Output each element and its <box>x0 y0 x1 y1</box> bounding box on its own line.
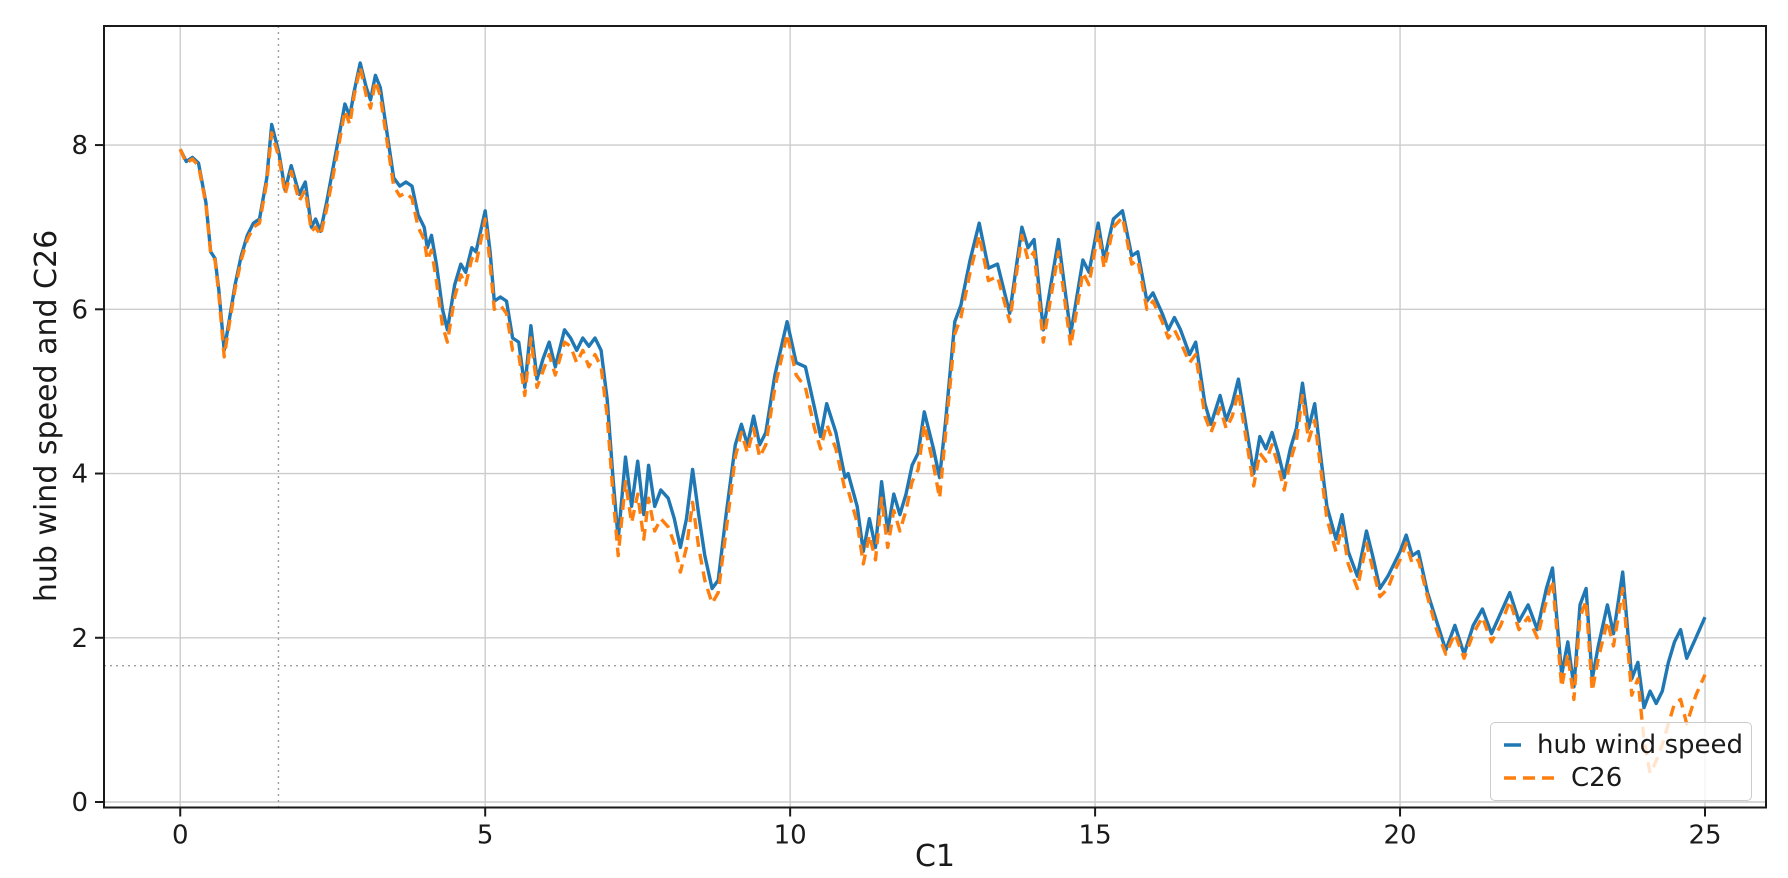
legend-entry-hub-wind-speed: hub wind speed <box>1503 730 1743 760</box>
axis-ticks: 0 5 10 15 20 25 0 2 4 6 8 <box>71 131 1721 850</box>
dashed-line-sample-icon <box>1504 776 1554 780</box>
solid-line-sample-icon <box>1504 743 1521 747</box>
crosshair-lines <box>104 26 1766 808</box>
legend-label: C26 <box>1571 763 1623 793</box>
y-tick-label: 4 <box>71 460 88 490</box>
series-lines <box>178 61 1707 775</box>
legend: hub wind speed C26 <box>1490 722 1752 801</box>
x-tick-label: 10 <box>774 821 807 851</box>
x-tick-label: 15 <box>1079 821 1112 851</box>
y-tick-label: 6 <box>71 295 88 325</box>
y-tick-label: 0 <box>71 788 88 818</box>
gridlines <box>104 26 1766 808</box>
y-axis-label: hub wind speed and C26 <box>29 230 64 602</box>
x-tick-label: 0 <box>172 821 189 851</box>
legend-entry-c26: C26 <box>1503 763 1743 793</box>
axes-border <box>103 25 1767 809</box>
series-hub-wind-speed-line <box>178 61 1707 710</box>
y-tick-label: 2 <box>71 624 88 654</box>
legend-label: hub wind speed <box>1536 730 1743 760</box>
x-axis-label: C1 <box>915 839 955 874</box>
x-tick-label: 5 <box>477 821 494 851</box>
y-tick-label: 8 <box>71 131 88 161</box>
x-tick-label: 20 <box>1384 821 1417 851</box>
x-tick-label: 25 <box>1688 821 1721 851</box>
series-c26-line <box>178 65 1707 775</box>
